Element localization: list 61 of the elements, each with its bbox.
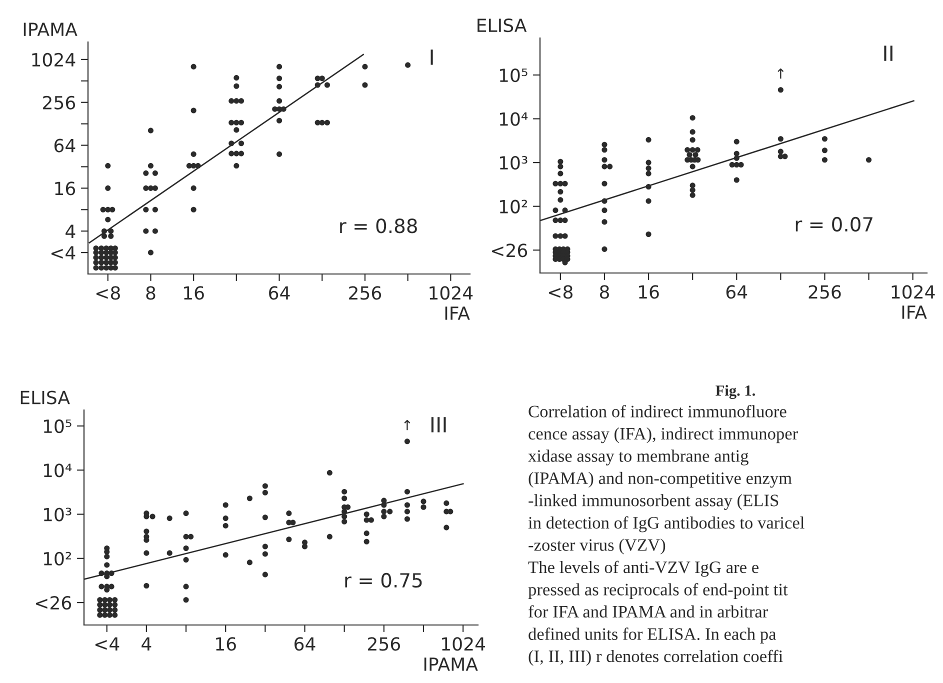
text: -zoster virus (VZV) (528, 538, 666, 554)
annotation: II (884, 46, 892, 61)
y-tick-label: <26 (492, 244, 528, 258)
y-tick-label: 10³ (500, 156, 528, 170)
y-tick-label: 10² (44, 552, 72, 566)
x-tick-label: 1024 (430, 286, 473, 300)
y-tick-label: 4 (66, 224, 76, 238)
y-tick-label: 10⁵ (500, 68, 528, 82)
y-axis-title: ELISA (478, 18, 527, 32)
x-tick-label: 1024 (442, 637, 486, 651)
text: cence assay (IFA), indirect immunoper (528, 427, 798, 444)
y-tick-label: 10⁴ (44, 464, 72, 478)
x-tick-label: <8 (96, 286, 120, 300)
text: The levels of anti-VZV IgG are e (528, 560, 758, 577)
x-axis-title: IPAMA (424, 658, 478, 671)
y-tick-label: <26 (36, 596, 72, 610)
x-tick-label: 256 (349, 286, 382, 300)
text: (IPAMA) and non-competitive enzym (528, 472, 792, 488)
y-tick-label: <4 (51, 246, 76, 260)
y-tick-label: 16 (55, 182, 76, 196)
x-tick-label: 256 (808, 285, 841, 299)
x-tick-label: 64 (726, 285, 748, 299)
text: in detection of IgG antibodies to varicel (528, 516, 804, 532)
annotation: ↑ (778, 68, 784, 79)
text: (I, II, III) r denotes correlation coeffi (528, 650, 783, 666)
text: Fig. 1. (716, 385, 755, 399)
text: for IFA and IPAMA and in arbitrar (528, 605, 768, 618)
x-tick-label: 8 (146, 286, 156, 300)
x-tick-label: 64 (294, 637, 316, 651)
annotation: III (431, 417, 446, 432)
annotation: ↑ (404, 420, 410, 430)
x-axis-title: IFA (902, 306, 927, 319)
text: pressed as reciprocals of end-point tit (528, 583, 788, 599)
annotation: r = 0.75 (345, 572, 422, 588)
x-tick-label: 16 (639, 285, 659, 299)
x-tick-label: <8 (549, 285, 573, 299)
text: xidase assay to membrane antig (528, 450, 748, 466)
y-tick-label: 256 (43, 96, 76, 110)
text: Correlation of indirect immunofluore (528, 404, 786, 418)
annotation: r = 0.07 (796, 216, 872, 232)
x-axis-title: IFA (445, 306, 470, 320)
y-tick-label: 10⁴ (500, 112, 528, 126)
y-tick-label: 10³ (44, 508, 72, 522)
x-tick-label: 1024 (892, 285, 935, 299)
y-tick-label: 64 (54, 138, 76, 152)
x-tick-label: 64 (269, 286, 290, 300)
x-tick-label: 4 (142, 637, 152, 651)
x-tick-label: 8 (600, 285, 609, 299)
x-tick-label: 16 (216, 637, 236, 651)
x-tick-label: <4 (95, 637, 120, 651)
y-axis-title: ELISA (20, 390, 70, 404)
annotation: r = 0.88 (340, 218, 417, 234)
text: -linked immunosorbent assay (ELIS (528, 494, 778, 510)
x-tick-label: 256 (368, 637, 400, 651)
y-axis-title: IPAMA (24, 22, 78, 36)
annotation: I (430, 50, 433, 65)
y-tick-label: 10⁵ (44, 419, 72, 434)
y-tick-label: 1024 (32, 52, 76, 67)
y-tick-label: 10² (500, 200, 528, 214)
x-tick-label: 16 (184, 286, 204, 300)
text: defined units for ELISA. In each pa (528, 628, 776, 644)
